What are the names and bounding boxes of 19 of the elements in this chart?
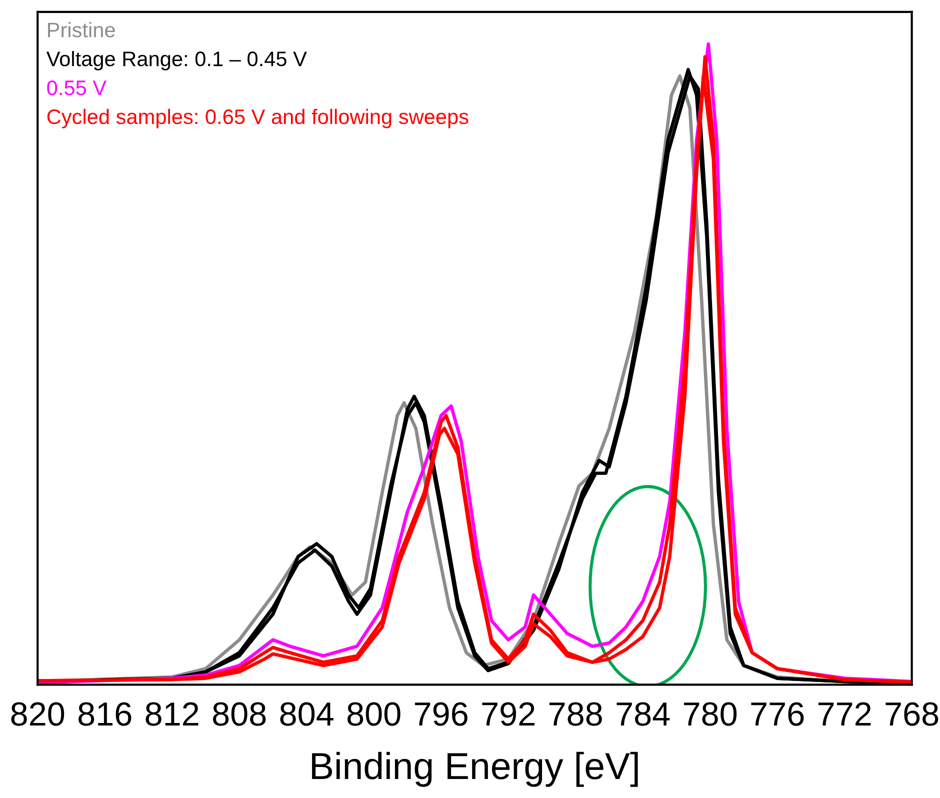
x-tick-label: 792 [482, 702, 534, 726]
x-tick-label: 788 [549, 702, 602, 726]
x-tick-label: 808 [212, 702, 266, 726]
x-tick-label: 800 [347, 702, 400, 726]
text: 0.55 V [47, 80, 106, 96]
text: Voltage Range: 0.1 – 0.45 V [46, 50, 307, 70]
x-tick-label: 796 [414, 702, 468, 726]
text: Pristine [48, 22, 115, 38]
text: Cycled samples: 0.65 V and following sweeps [47, 108, 468, 128]
x-tick-label: 804 [280, 702, 334, 726]
x-tick-label: 820 [11, 702, 64, 726]
x-tick-label: 772 [818, 702, 871, 726]
x-tick-label: 816 [78, 702, 132, 726]
x-tick-label: 776 [751, 702, 804, 726]
x-axis-title: Binding Energy [eV] [312, 752, 638, 787]
x-tick-label: 768 [886, 702, 938, 726]
x-tick-label: 784 [616, 702, 670, 726]
x-tick-label: 780 [684, 702, 737, 726]
x-tick-label: 812 [146, 702, 198, 726]
